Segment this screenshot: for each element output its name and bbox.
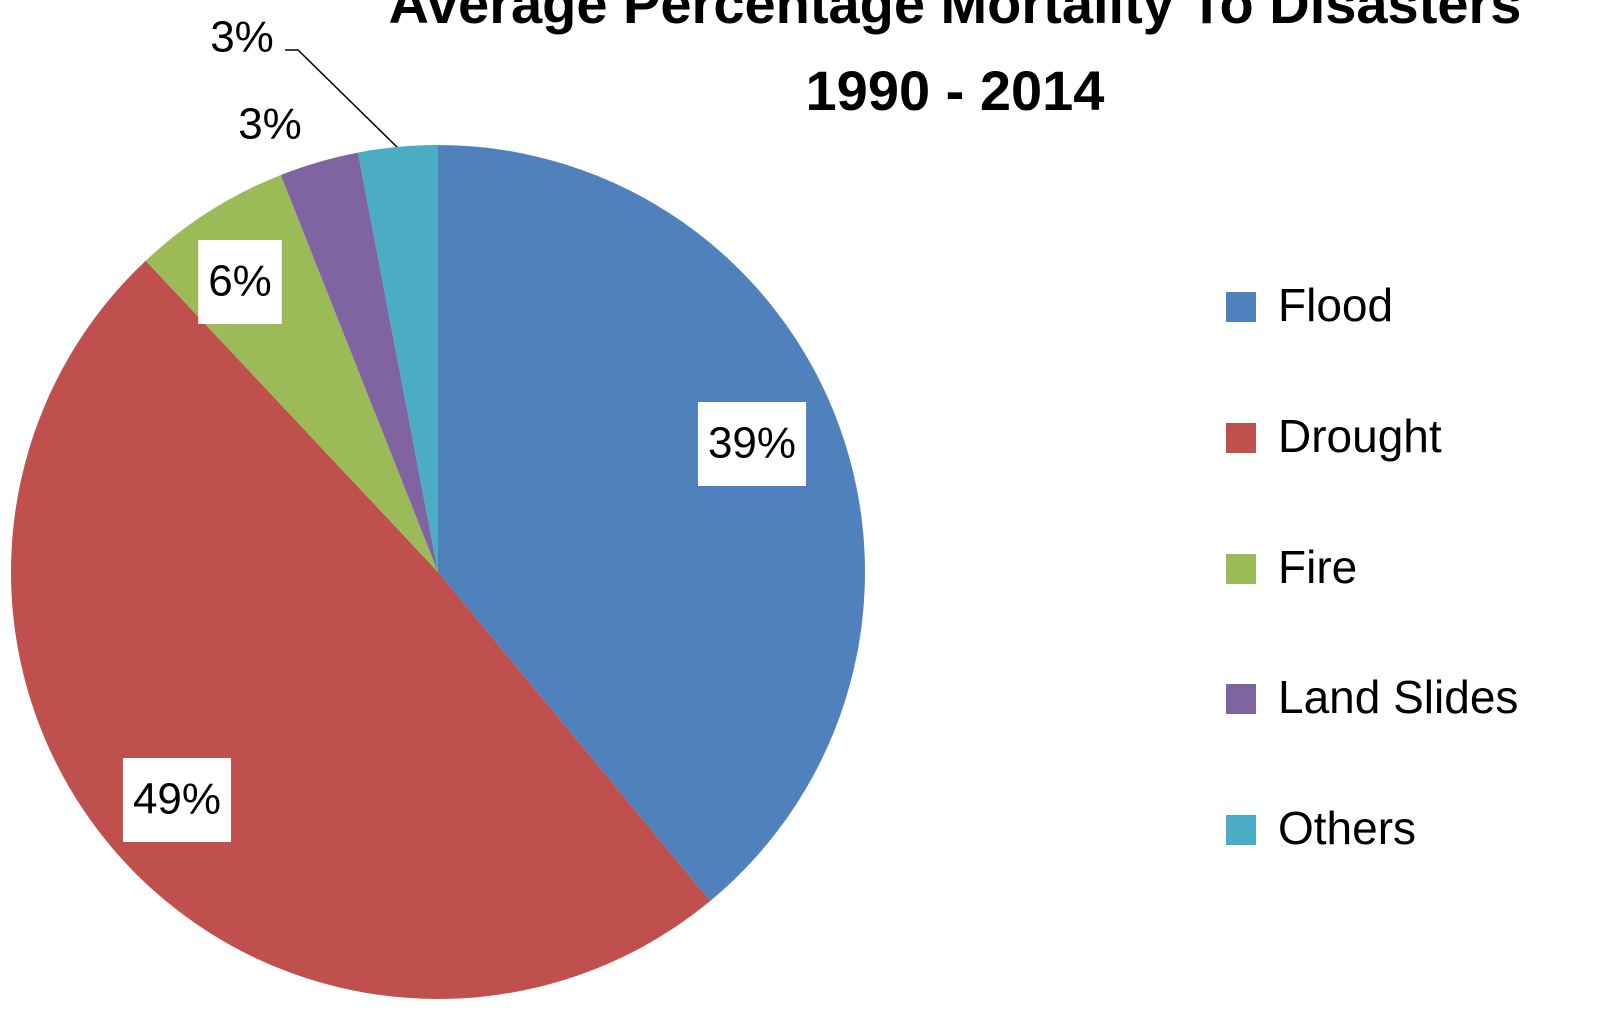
pie-slice [280, 152, 438, 572]
chart-title: 1990 - 2014 [806, 59, 1105, 122]
data-label: 39% [708, 419, 796, 468]
legend-swatch [1226, 815, 1256, 845]
legend-swatch [1226, 684, 1256, 714]
pie-slice [438, 145, 865, 902]
legend-swatch [1226, 423, 1256, 453]
data-label: 3% [210, 13, 274, 62]
legend-label: Others [1278, 802, 1416, 854]
leader-line [285, 49, 399, 149]
data-label: 6% [208, 257, 272, 306]
legend-label: Land Slides [1278, 671, 1518, 723]
chart-title: Average Percentage Mortality To Disaster… [389, 0, 1522, 35]
legend-label: Drought [1278, 410, 1442, 462]
legend-label: Flood [1278, 279, 1393, 331]
label-box [198, 240, 282, 324]
label-box [697, 402, 807, 486]
label-box [122, 758, 232, 842]
legend-swatch [1226, 554, 1256, 584]
data-label: 3% [238, 100, 302, 149]
pie-slice [357, 145, 438, 572]
legend-label: Fire [1278, 541, 1357, 593]
legend-swatch [1226, 292, 1256, 322]
data-label: 49% [133, 775, 221, 824]
